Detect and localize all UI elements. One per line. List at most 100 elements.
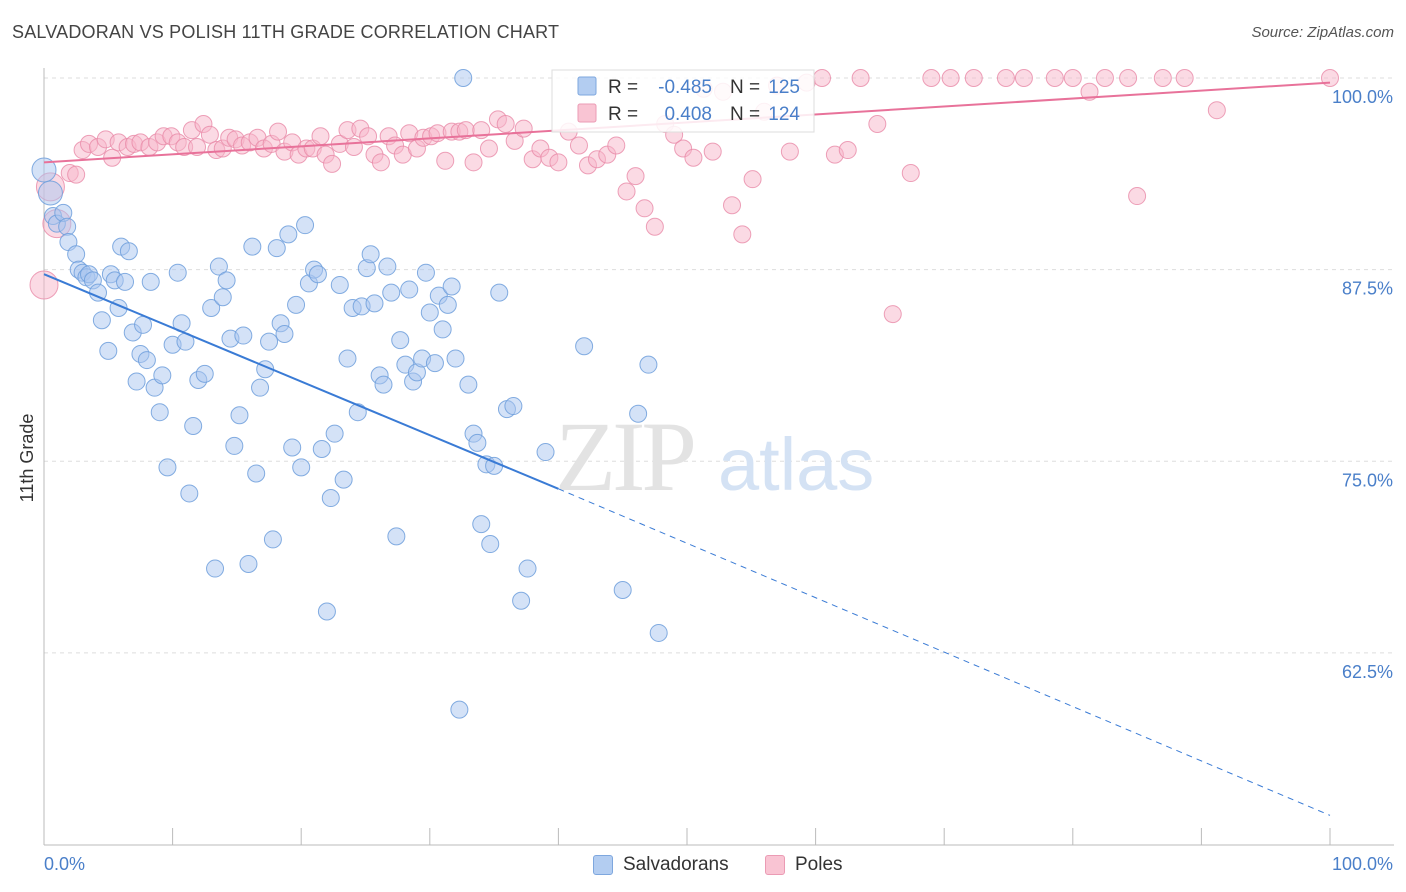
salvadorans-points [31, 69, 668, 719]
poles-point [1175, 69, 1194, 87]
salvadorans-point [459, 375, 478, 394]
legend-n-value: 124 [768, 104, 800, 125]
watermark-atlas: atlas [718, 423, 874, 506]
y-tick-label-3: 100.0% [1332, 87, 1393, 107]
salvadorans-point [348, 403, 367, 422]
poles-point [359, 127, 378, 146]
salvadorans-point [433, 320, 452, 339]
salvadorans-point [361, 245, 380, 264]
salvadorans-point [137, 351, 156, 370]
salvadorans-point [37, 180, 63, 206]
salvadorans-point [247, 464, 266, 483]
chart-title: SALVADORAN VS POLISH 11TH GRADE CORRELAT… [12, 22, 560, 42]
salvadorans-point [283, 438, 302, 457]
salvadorans-point [213, 288, 232, 307]
salvadorans-trend-extension [558, 488, 1331, 816]
watermark: ZIP atlas [555, 401, 874, 512]
salvadorans-point [31, 157, 57, 183]
legend-item-poles[interactable]: Poles [765, 854, 843, 876]
salvadorans-point [195, 364, 214, 383]
salvadorans-point [387, 527, 406, 546]
legend-r-label: R = [608, 77, 638, 98]
x-tick-label-0: 0.0% [44, 854, 85, 874]
salvadorans-point [416, 263, 435, 282]
salvadorans-point [575, 337, 594, 356]
watermark-zip: ZIP [555, 401, 693, 512]
salvadorans-point [317, 602, 336, 621]
poles-point [617, 182, 636, 201]
poles-swatch [765, 855, 785, 875]
salvadorans-point [209, 257, 228, 276]
source-label: Source: ZipAtlas.com [1251, 24, 1394, 41]
salvadorans-point [116, 272, 135, 291]
x-tick-label-1: 100.0% [1332, 854, 1393, 874]
salvadorans-point [251, 378, 270, 397]
poles-point [851, 69, 870, 87]
salvadorans-point [150, 403, 169, 422]
legend-n-label: N = [730, 104, 760, 125]
poles-point [626, 167, 645, 186]
salvadorans-point [490, 283, 509, 302]
poles-legend-swatch [577, 103, 597, 123]
poles-point [723, 196, 742, 215]
poles-point [323, 154, 342, 173]
salvadorans-point [649, 623, 668, 642]
salvadorans-point [450, 700, 469, 719]
salvadorans-point [263, 530, 282, 549]
salvadorans-point [275, 325, 294, 344]
poles-point [607, 136, 626, 155]
salvadorans-point [442, 277, 461, 296]
legend-label-poles: Poles [795, 854, 843, 875]
salvadorans-point [391, 331, 410, 350]
poles-point [311, 127, 330, 146]
poles-point [838, 141, 857, 160]
salvadorans-point [158, 458, 177, 477]
salvadorans-point [153, 366, 172, 385]
legend-r-value: 0.408 [664, 104, 712, 125]
poles-point [780, 142, 799, 161]
poles-point [200, 125, 219, 144]
poles-point [1119, 69, 1138, 87]
salvadorans-point [518, 559, 537, 578]
poles-point [371, 153, 390, 172]
salvadorans-point [378, 257, 397, 276]
salvadorans-point [639, 355, 658, 374]
poles-point [635, 199, 654, 218]
legend-label-salvadorans: Salvadorans [623, 854, 729, 875]
salvadorans-point [260, 332, 279, 351]
salvadorans-point [468, 433, 487, 452]
salvadorans-point [99, 341, 118, 360]
poles-point [464, 153, 483, 172]
salvadorans-point [141, 272, 160, 291]
poles-point [922, 69, 941, 87]
salvadorans-point [472, 515, 491, 534]
salvadorans-point [321, 489, 340, 508]
salvadorans-point [425, 354, 444, 373]
y-tick-label-1: 75.0% [1342, 470, 1393, 490]
salvadorans-point [287, 295, 306, 314]
poles-point [1207, 101, 1226, 120]
legend-n-label: N = [730, 77, 760, 98]
salvadorans-point [454, 69, 473, 87]
salvadorans-point [119, 242, 138, 261]
poles-point [1153, 69, 1172, 87]
poles-point [67, 165, 86, 184]
salvadorans-point [230, 406, 249, 425]
salvadorans-point [400, 280, 419, 299]
salvadorans-legend-swatch [577, 76, 597, 96]
salvadorans-point [206, 559, 225, 578]
salvadorans-point [481, 535, 500, 554]
salvadorans-point [374, 375, 393, 394]
legend-item-salvadorans[interactable]: Salvadorans [593, 854, 729, 876]
tick-labels: 62.5% 75.0% 87.5% 100.0% 0.0% 100.0% [44, 87, 1393, 874]
poles-point [703, 142, 722, 161]
salvadorans-point [536, 443, 555, 462]
legend-r-label: R = [608, 104, 638, 125]
salvadorans-point [67, 245, 86, 264]
legend-n-value: 125 [768, 77, 800, 98]
salvadorans-point [239, 554, 258, 573]
poles-point [344, 137, 363, 156]
salvadorans-point [184, 416, 203, 435]
poles-point [514, 119, 533, 138]
